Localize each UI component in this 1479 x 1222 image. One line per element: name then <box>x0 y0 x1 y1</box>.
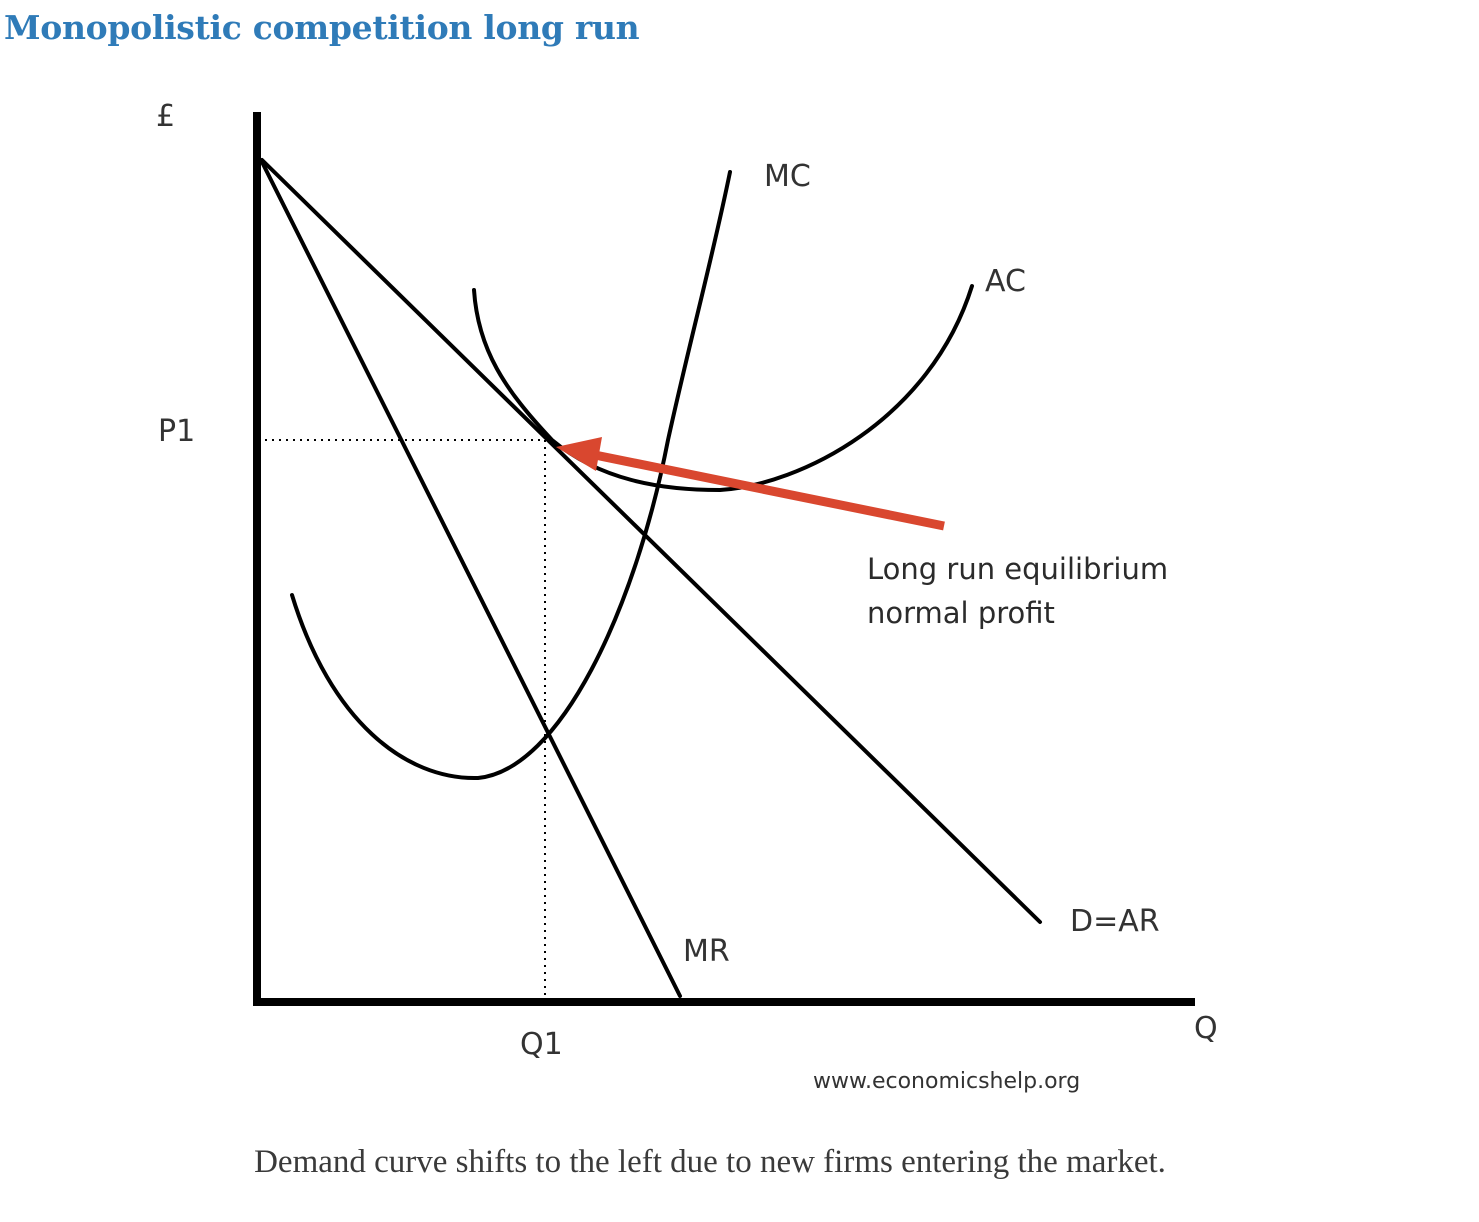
mr-curve <box>260 160 682 998</box>
y-axis-label: £ <box>156 99 175 134</box>
annotation-line-1: Long run equilibrium <box>867 552 1168 586</box>
q1-label: Q1 <box>520 1027 563 1062</box>
mr-label: MR <box>683 934 730 969</box>
demand-label: D=AR <box>1070 904 1160 939</box>
equilibrium-arrow-head <box>556 437 602 471</box>
page-heading: Monopolistic competition long run <box>4 8 640 47</box>
mc-curve <box>290 170 732 781</box>
p1-label: P1 <box>158 414 195 449</box>
source-credit: www.economicshelp.org <box>813 1069 1080 1094</box>
x-axis-label: Q <box>1194 1011 1218 1046</box>
equilibrium-arrow-shaft <box>589 449 945 531</box>
demand-curve <box>260 158 1042 924</box>
ac-label: AC <box>985 264 1026 299</box>
figure-caption: Demand curve shifts to the left due to n… <box>254 1144 1166 1180</box>
mc-label: MC <box>764 159 811 194</box>
ac-curve <box>472 284 974 493</box>
annotation-line-2: normal profit <box>867 596 1055 630</box>
